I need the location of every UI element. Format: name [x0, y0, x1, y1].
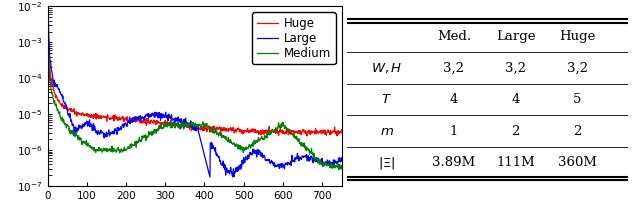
Medium — [335, 168, 343, 171]
Text: 3.89M: 3.89M — [432, 156, 476, 169]
Medium — [44, 41, 52, 43]
Large — [98, 132, 105, 134]
Huge — [44, 3, 51, 5]
Huge — [342, 131, 349, 133]
Text: Large: Large — [496, 30, 535, 43]
Text: 111M: 111M — [496, 156, 535, 169]
Huge — [303, 135, 311, 137]
Huge — [131, 117, 138, 119]
Huge — [86, 116, 93, 118]
Medium — [86, 144, 94, 147]
Text: 4: 4 — [450, 93, 458, 106]
Text: $|\Xi|$: $|\Xi|$ — [378, 155, 396, 171]
Huge — [98, 114, 105, 117]
Line: Medium: Medium — [48, 4, 346, 170]
Text: Huge: Huge — [559, 30, 595, 43]
Text: 3,2: 3,2 — [505, 62, 526, 75]
Huge — [44, 37, 52, 40]
Large — [131, 118, 138, 121]
Text: 3,2: 3,2 — [567, 62, 588, 75]
Medium — [342, 165, 349, 168]
Medium — [131, 144, 138, 147]
Large — [44, 5, 51, 8]
Text: 2: 2 — [573, 125, 581, 138]
Medium — [179, 123, 187, 126]
Large — [86, 119, 93, 121]
Legend: Huge, Large, Medium: Huge, Large, Medium — [252, 12, 336, 64]
Text: 3,2: 3,2 — [443, 62, 465, 75]
Text: 4: 4 — [512, 93, 520, 106]
Line: Large: Large — [48, 6, 346, 177]
Text: 1: 1 — [450, 125, 458, 138]
Medium — [86, 146, 93, 148]
Line: Huge: Huge — [48, 4, 346, 136]
Huge — [86, 114, 94, 117]
Medium — [44, 3, 51, 5]
Text: $m$: $m$ — [380, 125, 394, 138]
Text: $T$: $T$ — [381, 93, 392, 106]
Medium — [98, 149, 105, 152]
Large — [86, 125, 94, 128]
Large — [179, 123, 187, 126]
Large — [44, 16, 52, 19]
Text: Med.: Med. — [437, 30, 471, 43]
Text: 5: 5 — [573, 93, 581, 106]
Text: 2: 2 — [512, 125, 520, 138]
Text: 360M: 360M — [558, 156, 597, 169]
Text: $W, H$: $W, H$ — [371, 61, 403, 75]
Large — [206, 176, 214, 178]
Large — [342, 159, 349, 161]
Huge — [179, 125, 187, 127]
